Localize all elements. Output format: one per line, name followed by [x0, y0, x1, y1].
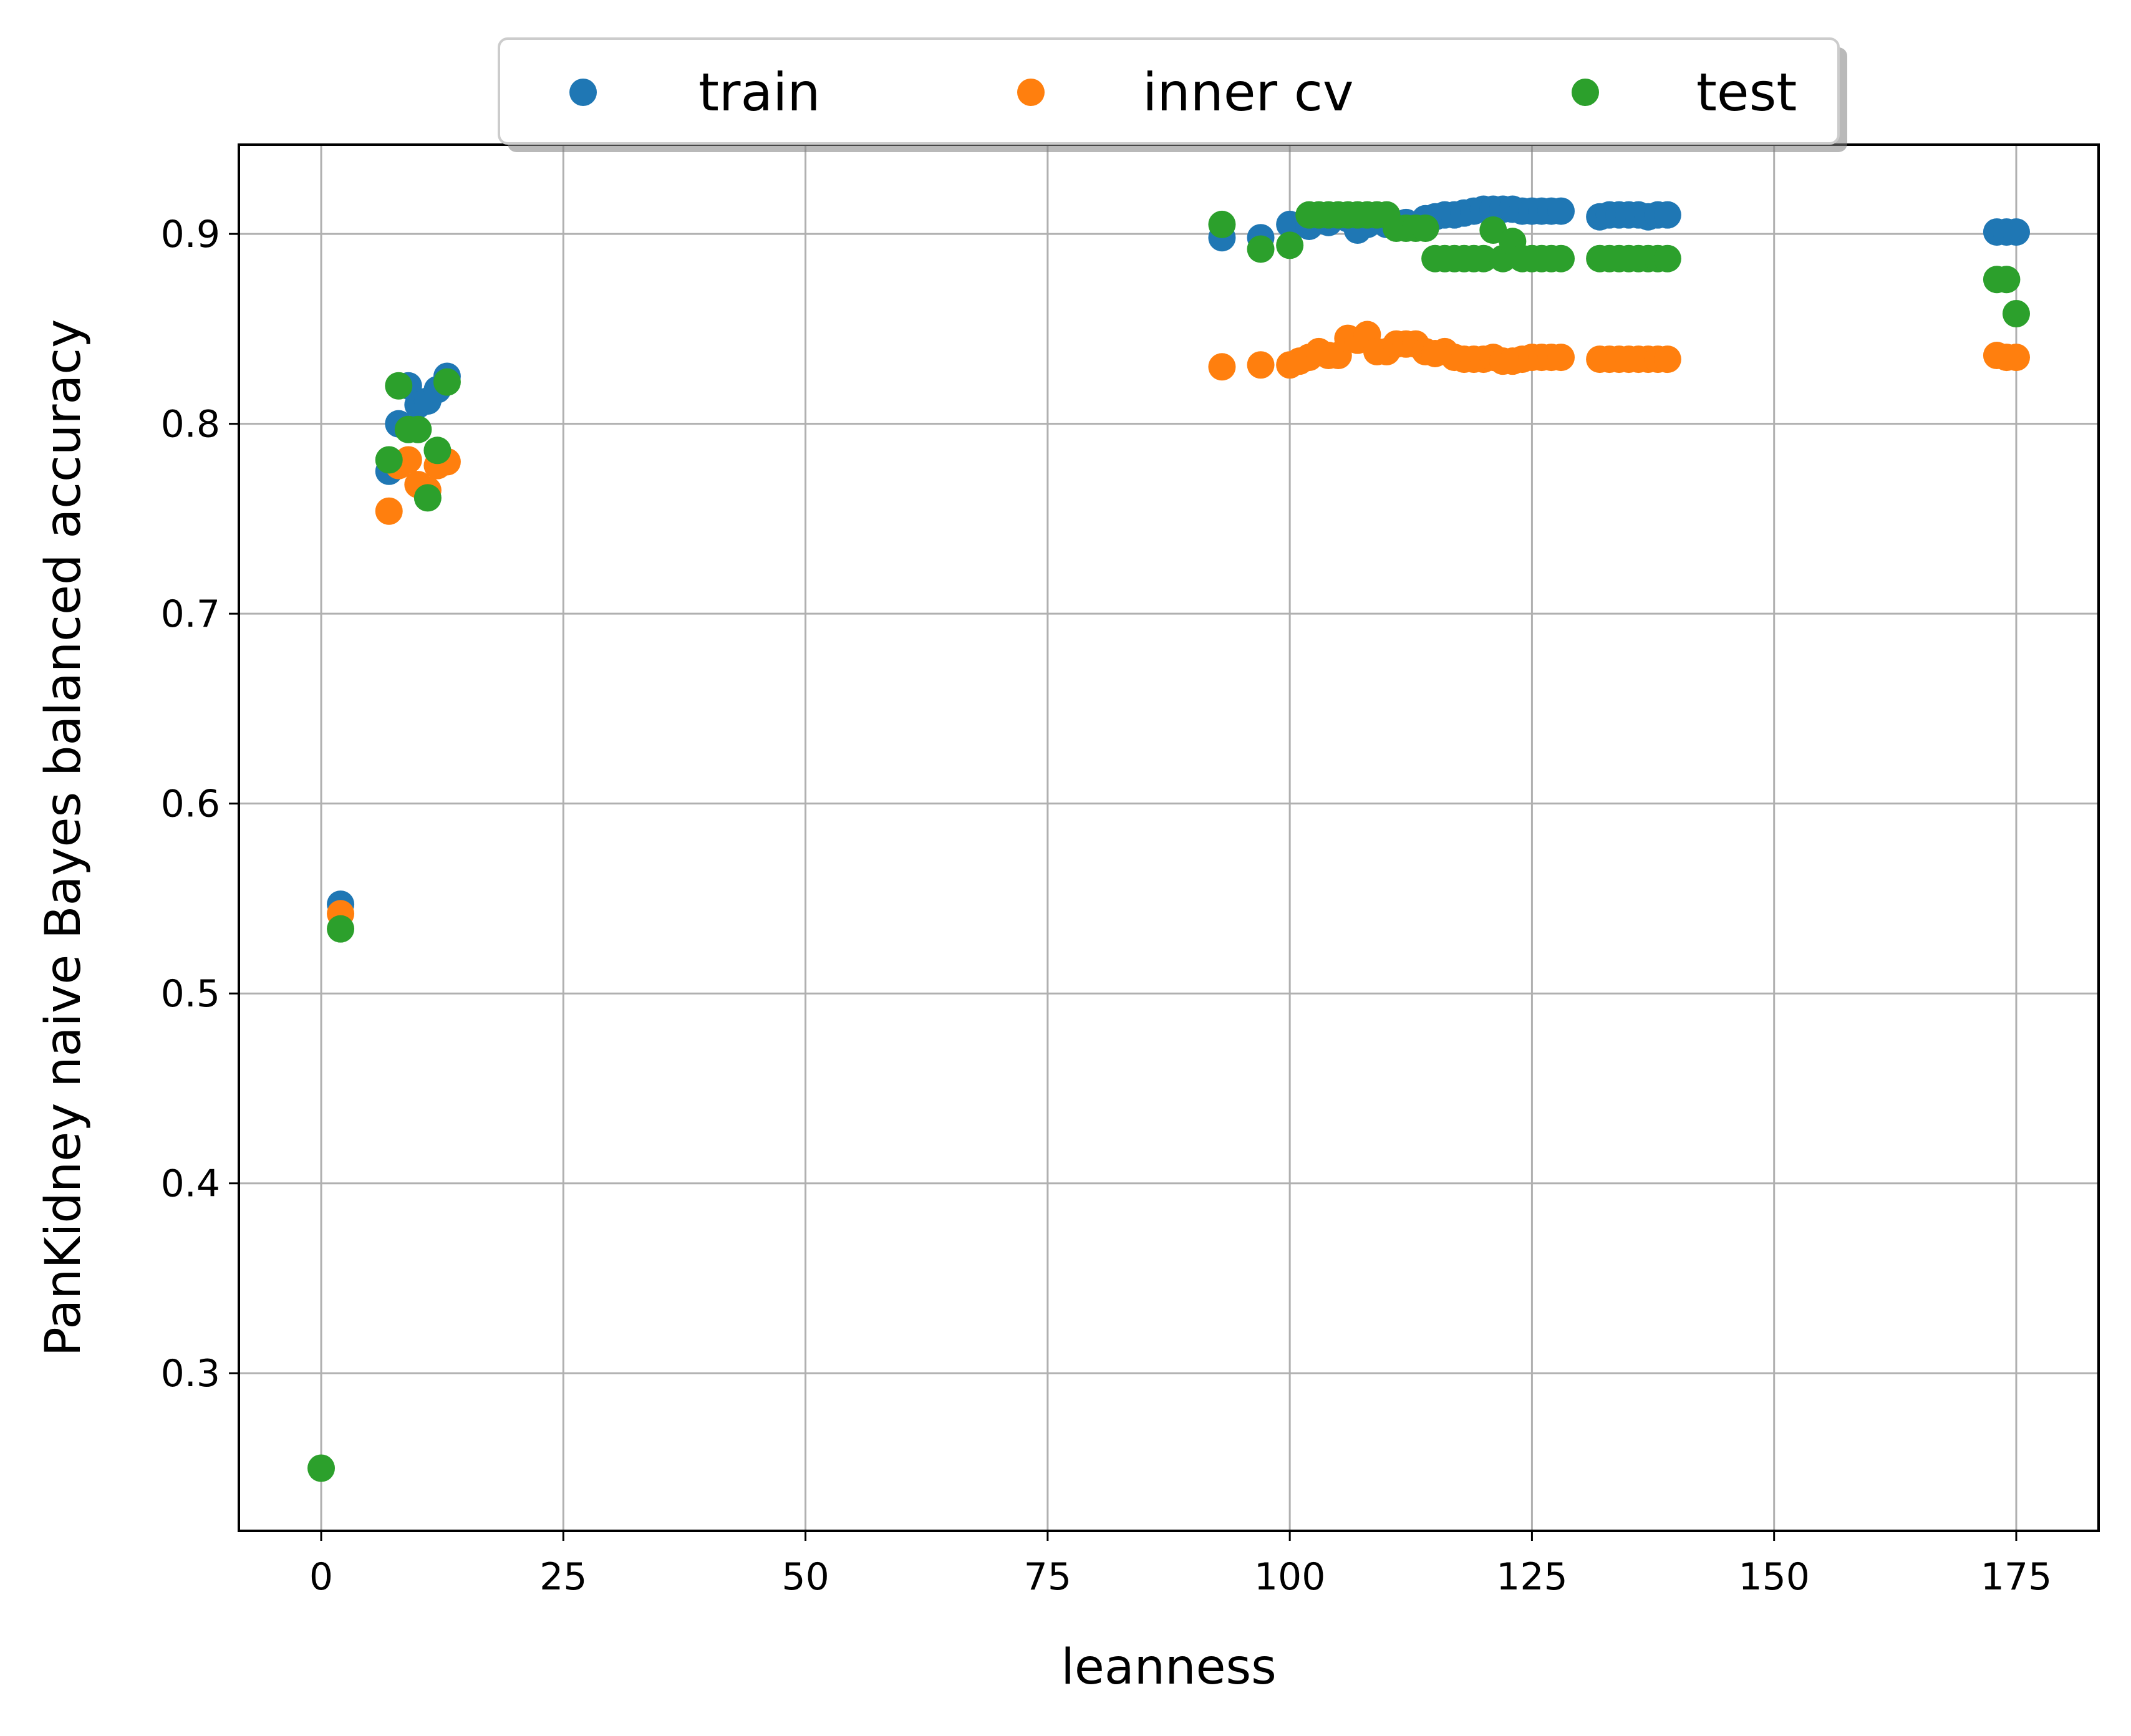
point-test: [1547, 244, 1575, 272]
x-tick-label: 50: [781, 1555, 829, 1599]
axis-ticks: 0 25 50 75 100 125 150 175 0.3 0.4 0.5 0.6 0.7 0.8 0.9: [161, 213, 2052, 1599]
point-test: [1208, 210, 1236, 238]
point-train: [2002, 218, 2030, 246]
y-tick-label: 0.4: [161, 1162, 220, 1206]
point-test: [375, 446, 403, 474]
point-test: [1993, 266, 2021, 294]
y-tick-label: 0.8: [161, 403, 220, 446]
legend-marker-inner-cv: [1017, 79, 1045, 106]
legend-marker-test: [1572, 79, 1599, 106]
legend-label-inner-cv: inner cv: [1143, 62, 1354, 123]
point-inner-cv: [1547, 344, 1575, 372]
x-tick-label: 125: [1496, 1555, 1568, 1599]
point-test: [327, 915, 355, 943]
legend-box: [498, 37, 1840, 145]
point-inner-cv: [2002, 344, 2030, 372]
point-test: [413, 484, 442, 512]
y-tick-label: 0.7: [161, 592, 220, 636]
point-train: [1547, 197, 1575, 225]
point-test: [1469, 244, 1497, 272]
x-tick-label: 25: [539, 1555, 587, 1599]
point-inner-cv: [375, 497, 403, 525]
point-test: [1411, 214, 1439, 242]
legend-marker-train: [569, 79, 597, 106]
point-test: [2002, 300, 2030, 328]
point-train: [1653, 201, 1681, 229]
point-test: [1247, 235, 1275, 263]
point-test: [1653, 244, 1681, 272]
x-tick-label: 75: [1024, 1555, 1071, 1599]
point-test: [307, 1454, 336, 1482]
y-tick-label: 0.9: [161, 213, 220, 256]
x-axis-title: leanness: [1061, 1639, 1277, 1695]
point-test: [1276, 231, 1304, 259]
legend-label-test: test: [1696, 62, 1797, 123]
point-test: [433, 368, 461, 396]
point-test: [404, 415, 432, 443]
point-inner-cv: [394, 446, 422, 474]
y-tick-label: 0.3: [161, 1352, 220, 1396]
legend: train inner cv test: [498, 37, 1847, 152]
plot-area-frame: [238, 143, 2100, 1532]
y-tick-label: 0.5: [161, 972, 220, 1016]
legend-label-train: train: [698, 62, 821, 123]
point-inner-cv: [1208, 353, 1236, 381]
data-points: [307, 195, 2030, 1482]
y-tick-label: 0.6: [161, 783, 220, 826]
point-test: [423, 436, 452, 465]
x-tick-label: 100: [1254, 1555, 1326, 1599]
x-tick-label: 175: [1981, 1555, 2052, 1599]
point-test: [385, 372, 413, 400]
y-axis-title: PanKidney naive Bayes balanced accuracy: [36, 319, 92, 1357]
x-tick-label: 0: [309, 1555, 333, 1599]
point-inner-cv: [1247, 351, 1275, 379]
x-tick-label: 150: [1738, 1555, 1810, 1599]
grid: [239, 145, 2099, 1531]
point-inner-cv: [1653, 345, 1681, 374]
